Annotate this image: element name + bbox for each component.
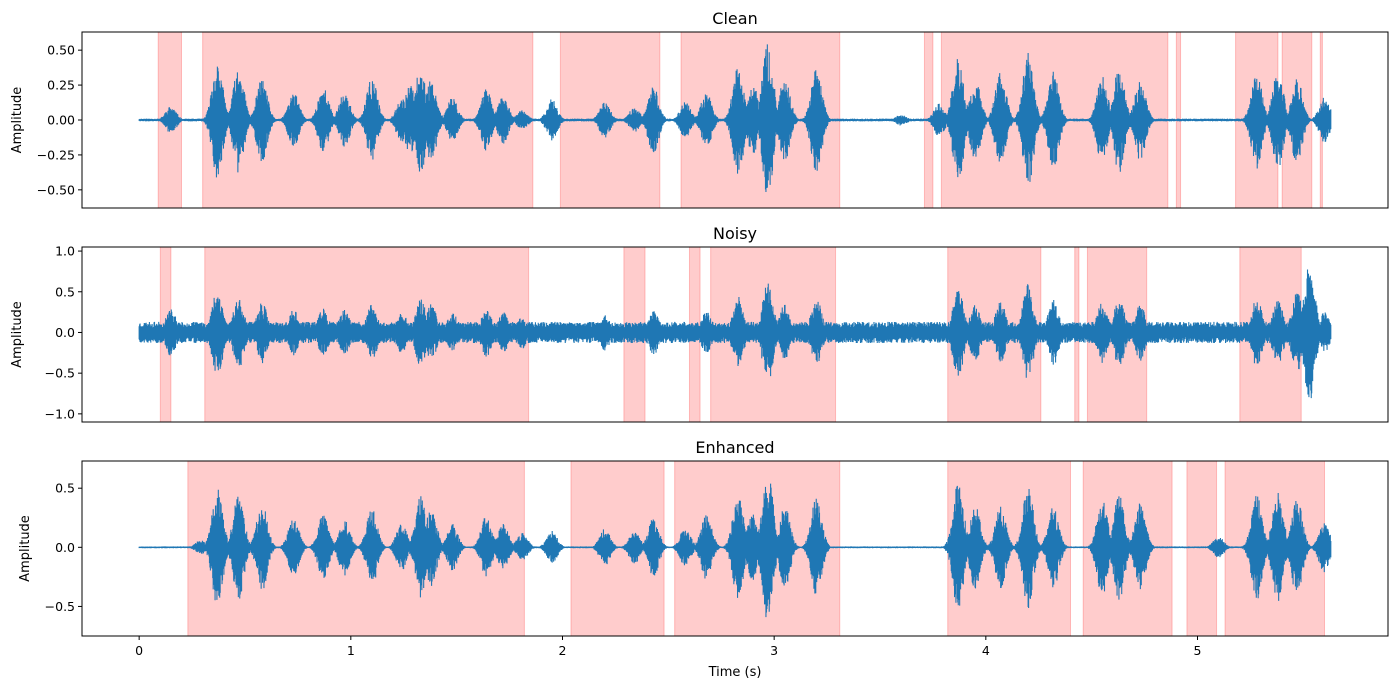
y-tick-label: −1.0 <box>45 406 75 421</box>
y-tick-label: 1.0 <box>55 244 75 259</box>
y-tick-label: 0.00 <box>47 113 75 128</box>
subplot-title: Noisy <box>713 224 757 243</box>
y-tick-label: −0.25 <box>37 147 75 162</box>
y-axis-label: Amplitude <box>10 87 25 154</box>
x-tick-label: 2 <box>559 643 567 658</box>
y-axis-label: Amplitude <box>18 515 33 582</box>
y-tick-label: −0.5 <box>45 366 75 381</box>
y-tick-label: 0.25 <box>47 78 75 93</box>
subplot-noisy: Noisy −1.0 −0.5 0.0 0.5 1.0 Amplitude <box>10 224 1389 423</box>
plot-area <box>138 247 1332 422</box>
x-tick-label: 1 <box>347 643 355 658</box>
subplot-title: Clean <box>712 9 757 28</box>
waveform-series <box>138 483 1332 618</box>
x-tick-label: 3 <box>770 643 778 658</box>
x-tick-label: 5 <box>1194 643 1202 658</box>
y-tick-label: 0.50 <box>47 43 75 58</box>
subplot-title: Enhanced <box>695 438 774 457</box>
y-tick-label: −0.5 <box>45 599 75 614</box>
x-tick-label: 0 <box>135 643 143 658</box>
subplot-enhanced: Enhanced −0.5 0.0 0.5 Amplitude 0 1 2 3 4 5 <box>18 438 1389 658</box>
subplot-clean: Clean −0.50 −0.25 0.00 0.25 0.50 Amplitude <box>10 9 1389 209</box>
axes-frame <box>81 460 1389 637</box>
y-tick-label: 0.0 <box>55 325 75 340</box>
plot-area <box>138 461 1332 636</box>
y-axis-label: Amplitude <box>10 301 25 368</box>
y-tick-label: 0.5 <box>55 284 75 299</box>
y-tick-label: −0.50 <box>37 182 75 197</box>
y-tick-label: 0.0 <box>55 540 75 555</box>
x-axis-label: Time (s) <box>708 665 762 680</box>
plot-area <box>138 32 1332 208</box>
x-tick-label: 4 <box>982 643 990 658</box>
waveform-series <box>138 269 1332 399</box>
y-tick-label: 0.5 <box>55 481 75 496</box>
waveform-series <box>138 44 1332 193</box>
axes-frame <box>81 246 1389 423</box>
